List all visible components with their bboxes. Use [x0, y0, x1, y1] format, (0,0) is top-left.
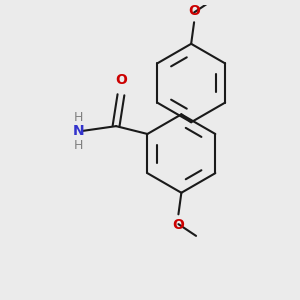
Text: O: O — [188, 4, 200, 18]
Text: H: H — [74, 139, 83, 152]
Text: O: O — [172, 218, 184, 232]
Text: O: O — [115, 73, 127, 87]
Text: H: H — [74, 111, 83, 124]
Text: N: N — [73, 124, 85, 138]
